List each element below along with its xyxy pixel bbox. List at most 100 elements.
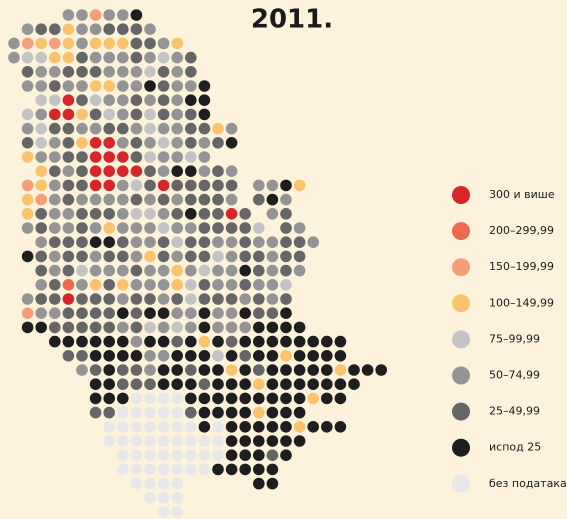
legend-swatch [452,294,470,313]
dot [157,378,170,391]
legend-swatch [452,474,470,493]
dot [239,449,251,462]
dot [144,449,156,462]
dot [171,435,183,447]
dot [293,250,306,263]
dot [117,463,129,476]
dot [157,108,170,121]
dot [76,23,88,35]
dot [62,108,75,121]
dot [117,421,129,433]
dot [171,335,183,348]
dot [76,37,88,50]
legend-label: 50–74,99 [489,369,540,382]
dot [49,307,61,320]
dot [185,264,197,277]
dot [21,179,34,192]
dot [49,250,61,263]
dot [8,51,20,64]
dot [280,264,292,277]
dot [157,335,170,348]
dot [103,392,115,405]
dot [280,279,292,291]
dot [103,279,115,291]
dot [89,122,102,135]
dot [157,463,170,476]
dot [225,335,238,348]
dot [130,406,143,419]
dot [225,350,238,362]
dot [130,350,143,362]
dot [103,364,115,376]
dot [35,293,47,305]
dot [252,293,265,305]
dot [49,193,61,206]
dot [212,250,224,263]
dot [171,66,183,78]
dot [171,492,183,504]
dot [157,94,170,106]
dot [76,137,88,149]
dot [225,421,238,433]
dot [171,94,183,106]
dot [198,392,211,405]
dot [212,122,224,135]
dot [266,477,279,490]
dot [49,279,61,291]
dot [212,279,224,291]
dot [198,137,211,149]
dot [266,435,279,447]
dot [225,406,238,419]
dot [49,222,61,234]
dot [198,250,211,263]
dot [103,80,115,92]
dot [89,9,102,21]
dot [280,179,292,192]
dot [321,392,333,405]
dot [103,335,115,348]
dot [225,378,238,391]
dot [103,137,115,149]
dot [185,364,197,376]
dot [130,66,143,78]
dot [212,449,224,462]
dot [157,151,170,163]
dot [76,122,88,135]
dot [321,421,333,433]
dot [225,122,238,135]
dot [144,236,156,248]
dot [130,137,143,149]
dot [130,222,143,234]
dot [76,321,88,334]
dot [212,364,224,376]
dot [157,449,170,462]
dot [144,222,156,234]
dot [157,208,170,220]
dot [171,208,183,220]
dot [239,236,251,248]
dot [198,307,211,320]
dot [252,193,265,206]
dot [49,264,61,277]
dot [62,321,75,334]
dot [293,179,306,192]
dot [293,406,306,419]
dot [157,279,170,291]
dot [76,279,88,291]
dot [239,250,251,263]
dot [239,208,251,220]
dot [144,378,156,391]
dot [185,463,197,476]
dot [280,236,292,248]
dot [89,378,102,391]
dot [239,435,251,447]
dot [198,406,211,419]
dot [117,37,129,50]
dot [252,477,265,490]
dot [293,236,306,248]
dot [252,421,265,433]
dot [198,279,211,291]
dot [212,421,224,433]
dot [293,378,306,391]
dot [144,335,156,348]
